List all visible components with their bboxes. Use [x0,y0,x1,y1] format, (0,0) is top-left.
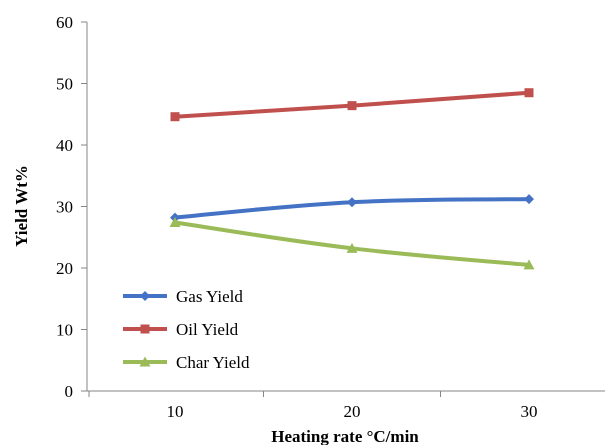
y-tick-label: 60 [56,13,73,32]
data-point [170,112,180,122]
data-point [523,259,535,270]
y-tick-label: 30 [56,198,73,217]
data-point [524,88,534,98]
x-ticks: 10 20 30 [88,391,538,421]
x-axis-title: Heating rate °C/min [271,427,419,445]
data-point [169,216,181,227]
x-tick-label: 30 [521,402,538,421]
legend-marker [140,291,150,301]
y-tick-label: 0 [65,382,74,401]
y-axis-title: Yield Wt% [12,165,31,247]
series-gas-yield [170,194,534,223]
series-group [169,88,535,270]
legend-marker [140,324,150,334]
series-oil-yield [170,88,534,122]
y-tick-label: 40 [56,136,73,155]
x-tick-label: 10 [167,402,184,421]
data-point [347,197,357,208]
legend-label: Gas Yield [176,287,243,306]
legend-label: Char Yield [176,353,250,372]
y-ticks: 0 10 20 30 40 50 60 [56,13,87,401]
y-tick-label: 10 [56,321,73,340]
data-point [347,101,357,111]
data-point [524,194,534,205]
legend-label: Oil Yield [176,320,239,339]
legend: Gas Yield Oil Yield Char Yield [123,287,250,372]
y-tick-label: 50 [56,75,73,94]
y-tick-label: 20 [56,259,73,278]
legend-marker [139,356,151,367]
axes [86,22,605,392]
data-point [346,242,358,253]
series-char-yield [169,216,535,270]
x-tick-label: 20 [344,402,361,421]
